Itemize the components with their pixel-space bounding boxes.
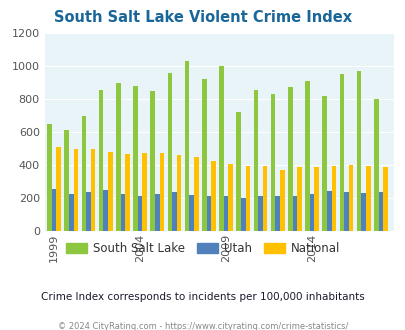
Bar [339,74,343,231]
Bar [331,166,335,231]
Text: Crime Index corresponds to incidents per 100,000 inhabitants: Crime Index corresponds to incidents per… [41,292,364,302]
Bar [241,198,245,231]
Bar [86,192,91,231]
Bar [150,91,155,231]
Text: South Salt Lake Violent Crime Index: South Salt Lake Violent Crime Index [54,10,351,25]
Bar [223,195,228,231]
Bar [194,157,198,231]
Bar [116,82,120,231]
Bar [360,193,365,231]
Bar [73,148,78,231]
Bar [64,130,69,231]
Bar [373,99,378,231]
Bar [69,194,73,231]
Bar [262,166,267,231]
Bar [133,86,137,231]
Bar [356,71,360,231]
Bar [211,161,215,231]
Bar [228,164,232,231]
Bar [81,115,86,231]
Bar [279,170,284,231]
Bar [326,191,331,231]
Bar [189,195,194,231]
Bar [245,166,249,231]
Bar [292,195,296,231]
Bar [382,168,387,231]
Bar [167,73,172,231]
Bar [137,195,142,231]
Bar [98,90,103,231]
Bar [322,96,326,231]
Legend: South Salt Lake, Utah, National: South Salt Lake, Utah, National [61,237,344,260]
Bar [120,194,125,231]
Bar [108,152,113,231]
Bar [258,196,262,231]
Bar [275,196,279,231]
Bar [103,190,108,231]
Bar [313,167,318,231]
Bar [91,148,95,231]
Bar [348,165,353,231]
Bar [56,147,61,231]
Bar [177,155,181,231]
Bar [206,195,211,231]
Bar [52,189,56,231]
Bar [125,154,130,231]
Bar [378,192,382,231]
Bar [47,124,52,231]
Bar [172,192,177,231]
Bar [287,87,292,231]
Bar [343,192,348,231]
Bar [296,168,301,231]
Bar [219,66,223,231]
Bar [184,61,189,231]
Bar [270,94,275,231]
Bar [309,194,313,231]
Bar [365,166,370,231]
Text: © 2024 CityRating.com - https://www.cityrating.com/crime-statistics/: © 2024 CityRating.com - https://www.city… [58,322,347,330]
Bar [142,153,147,231]
Bar [159,153,164,231]
Bar [201,79,206,231]
Bar [236,112,241,231]
Bar [253,90,258,231]
Bar [305,81,309,231]
Bar [155,194,159,231]
